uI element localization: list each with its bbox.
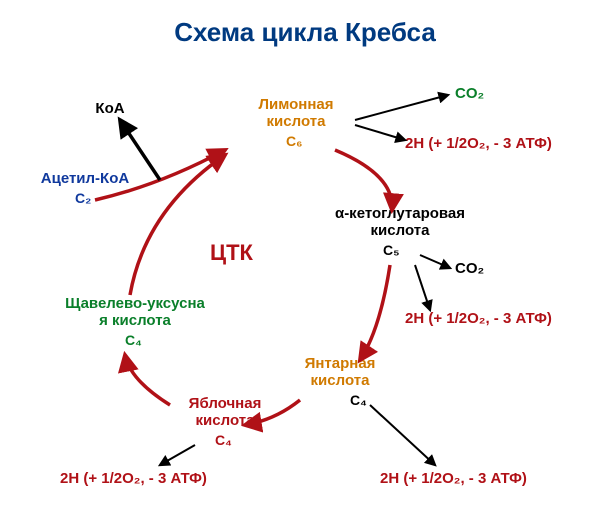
node-malic: Яблочная кислота bbox=[170, 395, 280, 430]
node-oxaloacetic-carbon: C₄ bbox=[125, 332, 142, 348]
node-succinic-carbon: C₄ bbox=[350, 392, 367, 408]
product-arrow-0 bbox=[355, 95, 448, 120]
product-arrow-5 bbox=[160, 445, 195, 465]
node-citric-carbon: C₆ bbox=[286, 133, 302, 149]
diagram-title: Схема цикла Кребса bbox=[0, 18, 610, 48]
product-arrow-3 bbox=[415, 265, 430, 310]
product-co2_2: CO₂ bbox=[455, 260, 484, 277]
node-akg-carbon: C₅ bbox=[383, 242, 400, 258]
diagram-stage: Схема цикла Кребса ЦТК Лимонная кислота C… bbox=[0, 0, 610, 529]
node-citric: Лимонная кислота bbox=[236, 96, 356, 131]
product-nadh_1: 2H (+ 1/2O₂, - 3 АТФ) bbox=[405, 135, 552, 152]
center-label: ЦТК bbox=[210, 240, 253, 265]
cycle-arrow-malic-to-oxalo bbox=[125, 355, 170, 405]
product-arrow-2 bbox=[420, 255, 450, 268]
product-nadh_4: 2H (+ 1/2O₂, - 3 АТФ) bbox=[60, 470, 207, 487]
node-coa: КоА bbox=[80, 100, 140, 117]
product-nadh_2: 2H (+ 1/2O₂, - 3 АТФ) bbox=[405, 310, 552, 327]
cycle-arrow-citric-to-akg bbox=[335, 150, 392, 210]
node-malic-carbon: C₄ bbox=[215, 432, 232, 448]
product-arrow-1 bbox=[355, 125, 405, 140]
node-akg: α-кетоглутаровая кислота bbox=[315, 205, 485, 240]
product-arrow-4 bbox=[370, 405, 435, 465]
node-succinic: Янтарная кислота bbox=[280, 355, 400, 390]
arrow-layer bbox=[0, 0, 610, 529]
cycle-arrow-akg-to-succinic bbox=[360, 265, 390, 360]
node-acetylcoa: Ацетил-КоА bbox=[25, 170, 145, 187]
node-oxaloacetic: Щавелево-уксусна я кислота bbox=[50, 295, 220, 330]
product-co2_1: CO₂ bbox=[455, 85, 484, 102]
product-nadh_3: 2H (+ 1/2O₂, - 3 АТФ) bbox=[380, 470, 527, 487]
node-acetylcoa-carbon: C₂ bbox=[75, 190, 91, 206]
